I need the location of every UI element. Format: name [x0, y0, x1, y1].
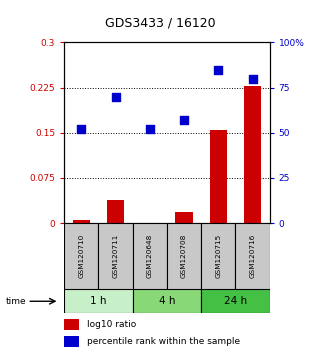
- Bar: [210, 130, 227, 223]
- Point: [216, 67, 221, 73]
- Bar: [107, 200, 124, 223]
- Bar: [141, 223, 158, 226]
- Bar: [244, 86, 261, 223]
- Text: GSM120708: GSM120708: [181, 234, 187, 278]
- Text: time: time: [6, 297, 26, 306]
- Text: GSM120711: GSM120711: [113, 234, 118, 278]
- Point: [181, 117, 187, 123]
- Text: log10 ratio: log10 ratio: [87, 320, 136, 329]
- Bar: [133, 223, 167, 289]
- Bar: [64, 223, 99, 289]
- Point: [147, 126, 152, 132]
- Point: [79, 126, 84, 132]
- Text: 4 h: 4 h: [159, 296, 175, 306]
- Text: percentile rank within the sample: percentile rank within the sample: [87, 337, 240, 346]
- Point: [250, 76, 255, 81]
- Bar: [133, 289, 201, 313]
- Point: [113, 94, 118, 99]
- Bar: [64, 336, 79, 347]
- Bar: [99, 223, 133, 289]
- Bar: [64, 319, 79, 330]
- Bar: [176, 212, 193, 223]
- Text: 1 h: 1 h: [90, 296, 107, 306]
- Bar: [167, 223, 201, 289]
- Text: GSM120710: GSM120710: [78, 234, 84, 278]
- Text: GSM120715: GSM120715: [215, 234, 221, 278]
- Bar: [201, 223, 235, 289]
- Bar: [201, 289, 270, 313]
- Text: 24 h: 24 h: [224, 296, 247, 306]
- Bar: [64, 289, 133, 313]
- Text: GDS3433 / 16120: GDS3433 / 16120: [105, 17, 216, 29]
- Bar: [73, 220, 90, 223]
- Text: GSM120716: GSM120716: [249, 234, 256, 278]
- Text: GSM120648: GSM120648: [147, 234, 153, 278]
- Bar: [235, 223, 270, 289]
